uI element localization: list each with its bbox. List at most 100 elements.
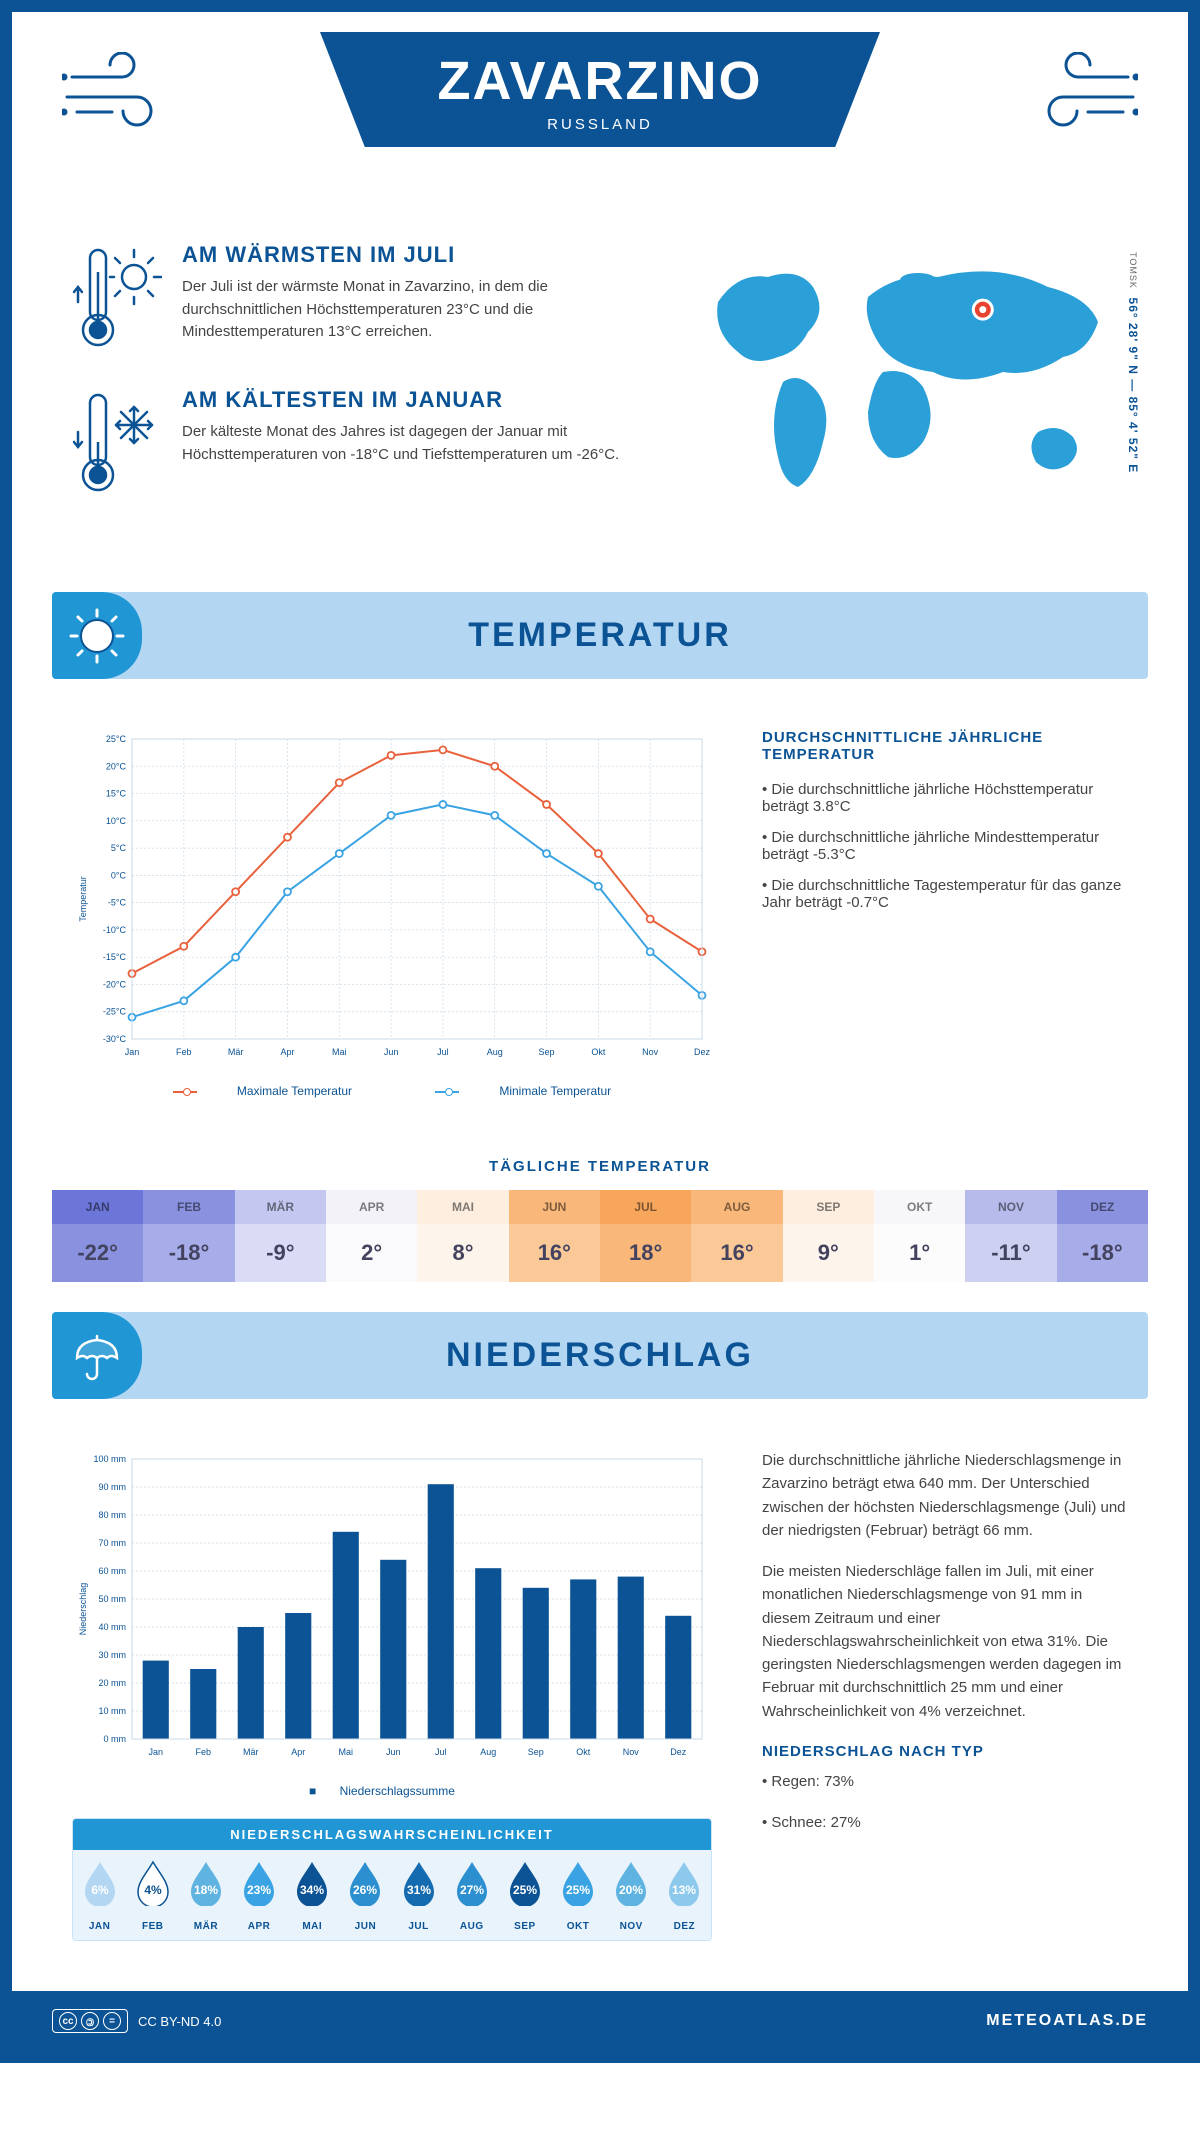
- infographic-frame: ZAVARZINO RUSSLAND AM WÄRMSTEN IM JULI D…: [0, 0, 1200, 2063]
- summary-bullet: • Die durchschnittliche jährliche Mindes…: [762, 829, 1128, 863]
- svg-text:Dez: Dez: [694, 1047, 711, 1057]
- intro-section: AM WÄRMSTEN IM JULI Der Juli ist der wär…: [12, 222, 1188, 572]
- svg-text:Sep: Sep: [528, 1747, 544, 1757]
- svg-text:-30°C: -30°C: [103, 1034, 127, 1044]
- footer: cc🄯= CC BY-ND 4.0 METEOATLAS.DE: [12, 1991, 1188, 2051]
- temperature-summary: DURCHSCHNITTLICHE JÄHRLICHE TEMPERATUR •…: [762, 729, 1128, 1098]
- svg-text:Sep: Sep: [539, 1047, 555, 1057]
- wind-icon: [62, 52, 172, 137]
- prob-cell: 26% JUN: [339, 1850, 392, 1940]
- svg-text:Mai: Mai: [332, 1047, 347, 1057]
- page-subtitle: RUSSLAND: [410, 116, 790, 133]
- daily-temp-grid: JAN-22°FEB-18°MÄR-9°APR2°MAI8°JUN16°JUL1…: [52, 1190, 1148, 1282]
- daily-temp-title: TÄGLICHE TEMPERATUR: [12, 1158, 1188, 1175]
- prob-cell: 27% AUG: [445, 1850, 498, 1940]
- fact-title: AM WÄRMSTEN IM JULI: [182, 242, 648, 268]
- daily-temp-cell: MÄR-9°: [235, 1190, 326, 1282]
- svg-text:20 mm: 20 mm: [98, 1678, 126, 1688]
- svg-text:Jul: Jul: [437, 1047, 449, 1057]
- svg-text:25%: 25%: [566, 1883, 590, 1897]
- svg-text:Okt: Okt: [576, 1747, 591, 1757]
- svg-text:50 mm: 50 mm: [98, 1594, 126, 1604]
- svg-text:90 mm: 90 mm: [98, 1482, 126, 1492]
- location-marker: [972, 299, 994, 321]
- precipitation-summary: Die durchschnittliche jährliche Niedersc…: [762, 1449, 1128, 1941]
- summary-bullet: • Die durchschnittliche jährliche Höchst…: [762, 781, 1128, 815]
- svg-text:-5°C: -5°C: [108, 898, 127, 908]
- fact-text: Der Juli ist der wärmste Monat in Zavarz…: [182, 276, 648, 344]
- prob-cell: 31% JUL: [392, 1850, 445, 1940]
- svg-text:-25°C: -25°C: [103, 1007, 127, 1017]
- svg-text:25%: 25%: [513, 1883, 537, 1897]
- temperature-line-chart: -30°C-25°C-20°C-15°C-10°C-5°C0°C5°C10°C1…: [72, 729, 712, 1098]
- svg-text:Temperatur: Temperatur: [78, 876, 88, 922]
- prob-cell: 13% DEZ: [658, 1850, 711, 1940]
- svg-text:27%: 27%: [460, 1883, 484, 1897]
- prob-cell: 6% JAN: [73, 1850, 126, 1940]
- svg-text:4%: 4%: [144, 1883, 162, 1897]
- fact-text: Der kälteste Monat des Jahres ist dagege…: [182, 421, 648, 466]
- svg-text:-10°C: -10°C: [103, 925, 127, 935]
- prob-cell: 18% MÄR: [179, 1850, 232, 1940]
- svg-text:20°C: 20°C: [106, 761, 127, 771]
- svg-text:Apr: Apr: [291, 1747, 305, 1757]
- cc-license-icon: cc🄯=: [52, 2009, 128, 2033]
- svg-text:100 mm: 100 mm: [93, 1454, 126, 1464]
- daily-temp-cell: DEZ-18°: [1057, 1190, 1148, 1282]
- prob-cell: 25% SEP: [498, 1850, 551, 1940]
- title-banner: ZAVARZINO RUSSLAND: [320, 32, 880, 147]
- svg-text:26%: 26%: [353, 1883, 377, 1897]
- wind-icon: [1028, 52, 1138, 137]
- precip-type-item: • Schnee: 27%: [762, 1811, 1128, 1834]
- svg-text:Nov: Nov: [642, 1047, 659, 1057]
- svg-text:18%: 18%: [194, 1883, 218, 1897]
- svg-text:23%: 23%: [247, 1883, 271, 1897]
- svg-text:80 mm: 80 mm: [98, 1510, 126, 1520]
- license-text: CC BY-ND 4.0: [138, 2014, 221, 2029]
- header: ZAVARZINO RUSSLAND: [12, 12, 1188, 222]
- svg-text:-15°C: -15°C: [103, 952, 127, 962]
- svg-text:Dez: Dez: [670, 1747, 687, 1757]
- daily-temp-cell: JUL18°: [600, 1190, 691, 1282]
- svg-text:40 mm: 40 mm: [98, 1622, 126, 1632]
- svg-text:Okt: Okt: [591, 1047, 606, 1057]
- summary-title: DURCHSCHNITTLICHE JÄHRLICHE TEMPERATUR: [762, 729, 1128, 763]
- precip-type-item: • Regen: 73%: [762, 1770, 1128, 1793]
- daily-temp-cell: FEB-18°: [143, 1190, 234, 1282]
- section-title: TEMPERATUR: [52, 616, 1148, 655]
- umbrella-icon: [52, 1312, 142, 1399]
- prob-cell: 25% OKT: [552, 1850, 605, 1940]
- daily-temp-cell: OKT1°: [874, 1190, 965, 1282]
- page-title: ZAVARZINO: [410, 50, 790, 112]
- precip-paragraph: Die meisten Niederschläge fallen im Juli…: [762, 1560, 1128, 1723]
- world-map: [688, 242, 1128, 502]
- svg-text:25°C: 25°C: [106, 734, 127, 744]
- fact-warmest: AM WÄRMSTEN IM JULI Der Juli ist der wär…: [72, 242, 648, 357]
- svg-text:Feb: Feb: [176, 1047, 192, 1057]
- svg-text:20%: 20%: [619, 1883, 643, 1897]
- prob-title: NIEDERSCHLAGSWAHRSCHEINLICHKEIT: [73, 1819, 711, 1850]
- section-header-precip: NIEDERSCHLAG: [52, 1312, 1148, 1399]
- svg-text:30 mm: 30 mm: [98, 1650, 126, 1660]
- svg-text:Mai: Mai: [338, 1747, 353, 1757]
- precip-type-title: NIEDERSCHLAG NACH TYP: [762, 1743, 1128, 1760]
- daily-temp-cell: AUG16°: [691, 1190, 782, 1282]
- thermometer-cold-icon: [72, 387, 162, 502]
- fact-coldest: AM KÄLTESTEN IM JANUAR Der kälteste Mona…: [72, 387, 648, 502]
- svg-text:0°C: 0°C: [111, 870, 127, 880]
- daily-temp-cell: NOV-11°: [965, 1190, 1056, 1282]
- precipitation-bar-chart: 0 mm10 mm20 mm30 mm40 mm50 mm60 mm70 mm8…: [72, 1449, 712, 1798]
- svg-text:Apr: Apr: [280, 1047, 294, 1057]
- daily-temp-cell: JUN16°: [509, 1190, 600, 1282]
- summary-bullet: • Die durchschnittliche Tagestemperatur …: [762, 877, 1128, 911]
- svg-text:Jan: Jan: [125, 1047, 140, 1057]
- section-header-temp: TEMPERATUR: [52, 592, 1148, 679]
- daily-temp-cell: MAI8°: [417, 1190, 508, 1282]
- prob-cell: 23% APR: [233, 1850, 286, 1940]
- svg-text:Feb: Feb: [195, 1747, 211, 1757]
- precipitation-probability-box: NIEDERSCHLAGSWAHRSCHEINLICHKEIT 6% JAN 4…: [72, 1818, 712, 1941]
- svg-text:10°C: 10°C: [106, 816, 127, 826]
- svg-text:34%: 34%: [300, 1883, 324, 1897]
- svg-text:Mär: Mär: [228, 1047, 244, 1057]
- daily-temp-cell: APR2°: [326, 1190, 417, 1282]
